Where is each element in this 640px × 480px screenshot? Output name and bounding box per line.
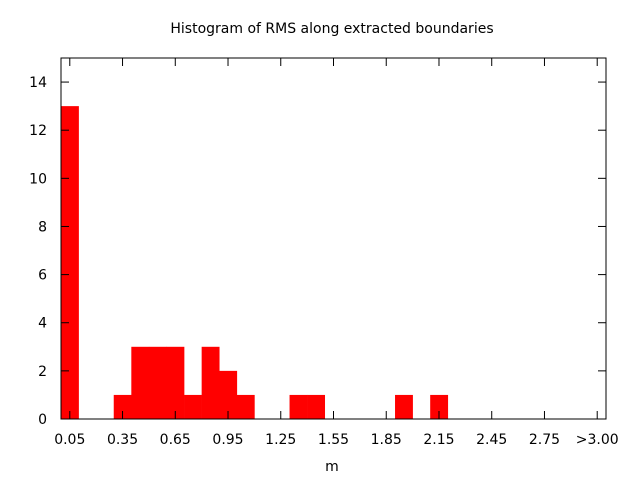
histogram-bar [166,346,185,419]
x-tick-label: 2.45 [476,432,507,448]
x-tick-label: 2.15 [423,432,454,448]
y-tick-label: 4 [38,316,47,332]
histogram-bar [395,394,413,419]
bars-group [61,106,449,419]
histogram-bar [131,346,150,419]
x-axis-label: m [325,459,339,475]
x-tick-label: 1.55 [318,432,349,448]
histogram-bar [113,394,132,419]
y-tick-label: 2 [38,364,47,380]
y-tick-label: 14 [29,75,47,91]
x-tick-label: 1.25 [265,432,296,448]
histogram-bar [236,394,255,419]
y-tick-label: 10 [29,171,47,187]
x-tick-labels: 0.05 0.35 0.65 0.95 1.25 1.55 1.85 2.15 2.45 2.75… [54,432,618,448]
x-tick-label: 0.35 [107,432,138,448]
plot-frame [60,57,607,420]
x-tick-label: 0.65 [160,432,191,448]
histogram-bar [219,370,238,419]
histogram-bar [430,394,449,419]
ticks-group [61,58,606,420]
chart-title: Histogram of RMS along extracted boundar… [170,21,493,37]
y-tick-labels: 0 2 4 6 8 10 12 14 [29,75,47,428]
y-tick-label: 0 [38,412,47,428]
y-tick-label: 12 [29,123,47,139]
x-tick-label: 0.95 [212,432,243,448]
histogram-bar [148,346,167,419]
histogram-bar [289,394,308,419]
histogram-bar [184,394,202,419]
x-tick-label: 1.85 [371,432,402,448]
histogram-bar [307,394,326,419]
y-tick-label: 6 [38,268,47,284]
x-tick-label: 2.75 [529,432,560,448]
x-tick-label: >3.00 [576,432,619,448]
x-tick-label: 0.05 [54,432,85,448]
histogram-bar [201,346,220,419]
y-tick-label: 8 [38,219,47,235]
histogram-bar [61,106,79,419]
